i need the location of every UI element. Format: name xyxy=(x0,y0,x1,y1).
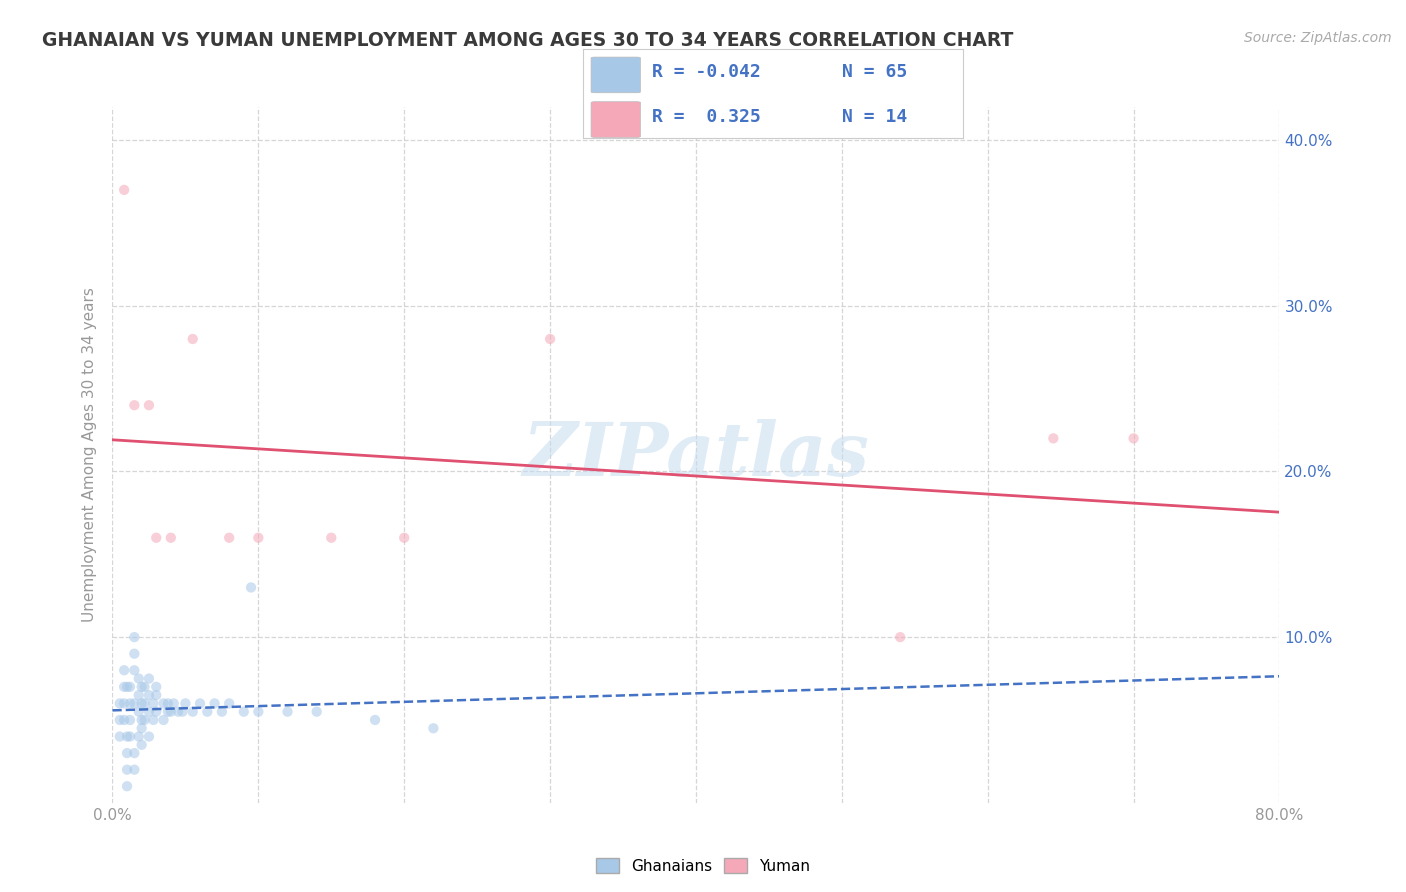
Point xyxy=(115,746,138,760)
Point xyxy=(152,713,174,727)
Point xyxy=(112,680,135,694)
Point xyxy=(112,713,135,727)
Point xyxy=(138,730,160,744)
Point xyxy=(138,688,160,702)
Point xyxy=(145,688,167,702)
Point xyxy=(128,672,150,686)
Point xyxy=(156,697,179,711)
Point xyxy=(115,730,138,744)
Y-axis label: Unemployment Among Ages 30 to 34 years: Unemployment Among Ages 30 to 34 years xyxy=(82,287,97,623)
Point xyxy=(131,697,153,711)
Point xyxy=(218,697,240,711)
Point xyxy=(152,697,174,711)
Point xyxy=(118,680,141,694)
Point xyxy=(124,663,146,677)
Point xyxy=(124,398,146,412)
Point xyxy=(118,697,141,711)
Point xyxy=(142,713,165,727)
Point xyxy=(167,705,190,719)
Point xyxy=(181,332,204,346)
Point xyxy=(232,705,254,719)
Point xyxy=(115,763,138,777)
Point xyxy=(145,705,167,719)
Point xyxy=(163,697,186,711)
Point xyxy=(131,738,153,752)
Text: ZIPatlas: ZIPatlas xyxy=(523,418,869,491)
Point xyxy=(108,697,131,711)
Point xyxy=(392,531,416,545)
Point xyxy=(195,705,218,719)
Point xyxy=(247,531,270,545)
Point xyxy=(211,705,233,719)
Point xyxy=(145,680,167,694)
Point xyxy=(321,531,343,545)
Point xyxy=(1122,431,1144,445)
Point xyxy=(131,680,153,694)
Point xyxy=(138,672,160,686)
Point xyxy=(124,630,146,644)
FancyBboxPatch shape xyxy=(591,57,641,93)
Point xyxy=(204,697,226,711)
Point xyxy=(134,713,156,727)
FancyBboxPatch shape xyxy=(591,102,641,137)
Point xyxy=(128,688,150,702)
Point xyxy=(276,705,298,719)
Point xyxy=(172,705,194,719)
Point xyxy=(138,705,160,719)
Point xyxy=(108,713,131,727)
Text: N = 65: N = 65 xyxy=(842,63,907,81)
Point xyxy=(889,630,911,644)
Point xyxy=(1042,431,1064,445)
Point xyxy=(131,713,153,727)
Point xyxy=(108,730,131,744)
Point xyxy=(174,697,197,711)
Point xyxy=(112,183,135,197)
Text: R = -0.042: R = -0.042 xyxy=(652,63,761,81)
Point xyxy=(160,705,183,719)
Point xyxy=(124,647,146,661)
Text: N = 14: N = 14 xyxy=(842,108,907,126)
Point xyxy=(247,705,270,719)
Point xyxy=(124,746,146,760)
Point xyxy=(218,531,240,545)
Point xyxy=(124,697,146,711)
Point xyxy=(156,705,179,719)
Point xyxy=(160,531,183,545)
Text: R =  0.325: R = 0.325 xyxy=(652,108,761,126)
Point xyxy=(305,705,328,719)
Point xyxy=(240,581,263,595)
Point xyxy=(364,713,387,727)
Point xyxy=(128,730,150,744)
Text: GHANAIAN VS YUMAN UNEMPLOYMENT AMONG AGES 30 TO 34 YEARS CORRELATION CHART: GHANAIAN VS YUMAN UNEMPLOYMENT AMONG AGE… xyxy=(42,31,1014,50)
Point xyxy=(124,763,146,777)
Point xyxy=(134,680,156,694)
Point xyxy=(118,713,141,727)
Point xyxy=(118,730,141,744)
Point xyxy=(181,705,204,719)
Point xyxy=(142,697,165,711)
Point xyxy=(112,663,135,677)
Point xyxy=(131,721,153,735)
Point xyxy=(128,705,150,719)
Legend: Ghanaians, Yuman: Ghanaians, Yuman xyxy=(589,852,817,880)
Point xyxy=(188,697,211,711)
Point xyxy=(134,697,156,711)
Text: Source: ZipAtlas.com: Source: ZipAtlas.com xyxy=(1244,31,1392,45)
Point xyxy=(145,531,167,545)
Point xyxy=(115,779,138,793)
Point xyxy=(115,680,138,694)
Point xyxy=(538,332,561,346)
Point xyxy=(138,398,160,412)
Point xyxy=(112,697,135,711)
Point xyxy=(422,721,444,735)
